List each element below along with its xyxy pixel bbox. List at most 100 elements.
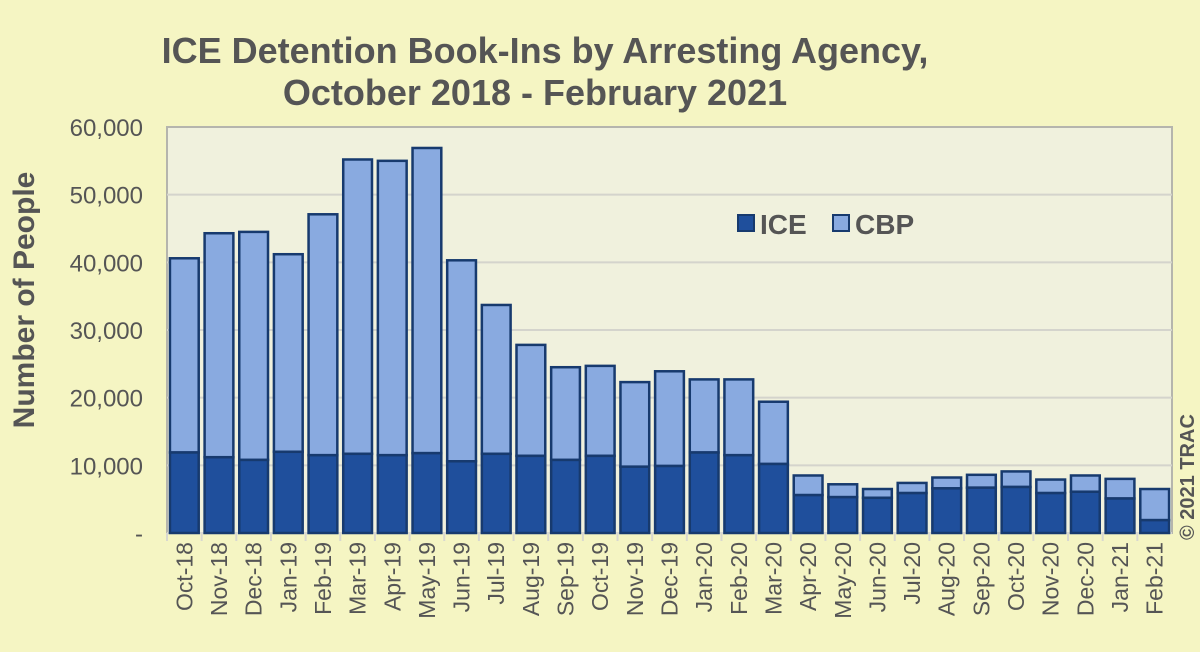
x-tick-label: Oct-18: [171, 542, 197, 611]
bar-cbp-nov-19: [619, 380, 651, 468]
x-tick-label: Jun-20: [864, 542, 890, 612]
y-axis-ticks: - 10,000 20,000 30,000 40,000 50,000 60,000: [70, 115, 143, 548]
bar-ice-mar-19: [341, 452, 374, 535]
bars: [168, 146, 1171, 535]
x-tick-label: Jan-21: [1107, 542, 1133, 612]
bar-ice-feb-20: [723, 453, 755, 535]
x-tick-label: Oct-20: [1003, 542, 1029, 611]
legend-label-cbp: CBP: [855, 209, 914, 240]
x-tick-label: May-19: [414, 542, 440, 619]
x-tick-label: Dec-20: [1072, 542, 1098, 616]
x-tick-label: Aug-19: [518, 542, 544, 616]
bar-ice-apr-19: [376, 453, 408, 535]
bar-cbp-feb-20: [723, 378, 755, 457]
legend-label-ice: ICE: [760, 209, 807, 240]
y-tick-label: 50,000: [70, 183, 143, 210]
x-tick-label: Jul-19: [483, 542, 509, 605]
bar-cbp-mar-19: [341, 158, 374, 456]
chart-title: ICE Detention Book-Ins by Arresting Agen…: [0, 30, 1200, 114]
bar-ice-jul-20: [896, 491, 928, 535]
bar-ice-aug-19: [515, 454, 547, 535]
bar-cbp-aug-20: [931, 476, 963, 490]
bar-cbp-dec-19: [653, 370, 686, 468]
y-tick-label: 60,000: [70, 115, 143, 142]
bar-cbp-jan-21: [1104, 477, 1136, 500]
x-tick-label: Dec-19: [657, 542, 683, 616]
x-tick-label: Nov-20: [1038, 542, 1064, 616]
bar-ice-dec-18: [238, 458, 270, 535]
copyright-annotation: © 2021 TRAC: [1177, 414, 1199, 540]
bar-ice-oct-18: [168, 451, 200, 535]
bar-ice-nov-20: [1035, 491, 1067, 535]
bar-cbp-nov-20: [1035, 478, 1067, 495]
bar-ice-nov-19: [619, 465, 651, 535]
bar-ice-may-20: [827, 495, 859, 535]
bar-ice-oct-19: [584, 454, 616, 535]
bar-cbp-dec-20: [1069, 474, 1101, 493]
bar-ice-jan-19: [272, 450, 304, 535]
legend-swatch-cbp: [832, 214, 850, 232]
bar-cbp-oct-18: [168, 257, 200, 454]
bar-cbp-nov-18: [203, 231, 235, 459]
bar-cbp-jun-20: [861, 487, 894, 500]
x-tick-label: Jul-20: [899, 542, 925, 605]
y-tick-label: 20,000: [70, 386, 143, 413]
x-tick-label: Jan-20: [691, 542, 717, 612]
x-tick-label: Jun-19: [449, 542, 475, 612]
bar-cbp-jun-19: [445, 259, 478, 463]
x-tick-label: Feb-20: [726, 542, 752, 615]
bar-cbp-oct-19: [584, 364, 616, 458]
bar-cbp-oct-20: [1000, 470, 1032, 489]
x-tick-label: Feb-19: [310, 542, 336, 615]
x-tick-label: Oct-19: [587, 542, 613, 611]
legend-swatch-ice: [737, 214, 755, 232]
bar-ice-apr-20: [792, 493, 824, 535]
x-tick-label: Apr-19: [379, 542, 405, 611]
bar-cbp-jul-20: [896, 481, 928, 495]
bar-ice-jun-20: [861, 496, 894, 535]
chart-subtitle: October 2018 - February 2021: [282, 72, 788, 113]
x-tick-label: Nov-19: [622, 542, 648, 616]
y-axis-label: Number of People: [8, 172, 41, 429]
x-tick-label: Dec-18: [241, 542, 267, 616]
bar-cbp-jul-19: [480, 303, 512, 456]
bar-ice-jun-19: [445, 460, 478, 535]
bar-cbp-sep-19: [549, 365, 582, 462]
x-tick-label: Sep-20: [968, 542, 994, 616]
chart-title-line-1: ICE Detention Book-Ins by Arresting Agen…: [161, 30, 929, 71]
y-tick-label: 30,000: [70, 318, 143, 345]
x-tick-label: Apr-20: [795, 542, 821, 611]
bar-cbp-may-19: [411, 146, 443, 455]
bar-cbp-aug-19: [515, 343, 547, 458]
bar-ice-jul-19: [480, 452, 512, 535]
bar-ice-dec-20: [1069, 490, 1101, 535]
bar-cbp-sep-20: [965, 473, 998, 489]
bar-ice-sep-20: [965, 486, 998, 535]
bar-ice-aug-20: [931, 487, 963, 535]
bar-cbp-jan-19: [272, 252, 304, 454]
bar-ice-nov-18: [203, 455, 235, 535]
y-tick-label: -: [135, 521, 143, 548]
x-tick-label: May-20: [830, 542, 856, 619]
bar-ice-jan-21: [1104, 497, 1136, 535]
bar-ice-oct-20: [1000, 485, 1032, 535]
x-tick-label: Mar-20: [760, 542, 786, 615]
bar-ice-feb-21: [1139, 518, 1171, 535]
y-tick-label: 40,000: [70, 250, 143, 277]
bar-ice-feb-19: [307, 453, 339, 535]
x-tick-label: Aug-20: [934, 542, 960, 616]
bar-cbp-dec-18: [238, 230, 270, 462]
bar-cbp-apr-19: [376, 159, 408, 457]
bar-cbp-feb-21: [1139, 487, 1171, 522]
bar-ice-sep-19: [549, 458, 582, 535]
y-tick-label: 10,000: [70, 453, 143, 480]
x-tick-label: Mar-19: [345, 542, 371, 615]
bar-ice-dec-19: [653, 464, 686, 535]
bar-ice-mar-20: [757, 462, 790, 535]
legend: ICE CBP: [737, 209, 914, 240]
bar-cbp-apr-20: [792, 474, 824, 497]
bar-cbp-may-20: [827, 483, 859, 499]
x-axis-ticks: Oct-18 Nov-18 Dec-18 Jan-19 Feb-19 Mar-19 Apr-…: [166, 533, 1168, 619]
bar-cbp-jan-20: [688, 378, 720, 454]
